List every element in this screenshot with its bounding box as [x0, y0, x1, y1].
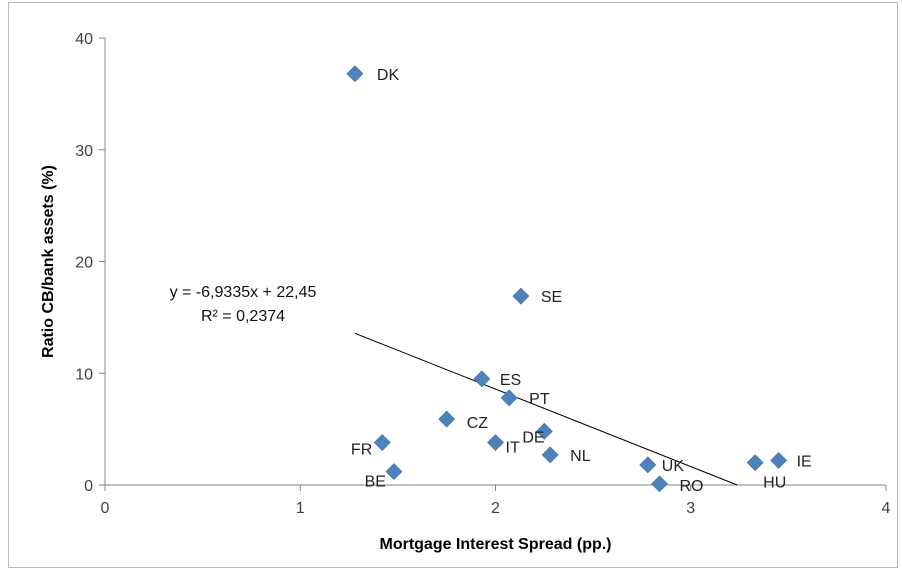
point-label-uk: UK: [662, 458, 685, 475]
data-point-cz: [438, 410, 456, 428]
y-axis-title: Ratio CB/bank assets (%): [40, 165, 57, 358]
point-label-be: BE: [365, 474, 386, 491]
x-tick-label: 3: [686, 500, 695, 517]
x-tick-label: 2: [491, 500, 500, 517]
point-label-de: DE: [522, 429, 544, 446]
point-label-hu: HU: [763, 475, 786, 492]
data-points: [346, 65, 788, 493]
point-label-es: ES: [500, 372, 521, 389]
y-tick-label: 30: [75, 143, 93, 160]
point-label-dk: DK: [377, 67, 400, 84]
point-label-fr: FR: [351, 442, 372, 459]
point-label-pt: PT: [529, 391, 550, 408]
x-tick-label: 0: [101, 500, 110, 517]
x-tick-label: 4: [882, 500, 891, 517]
x-axis-title: Mortgage Interest Spread (pp.): [379, 536, 611, 553]
data-point-fr: [373, 434, 391, 451]
data-point-uk: [639, 456, 657, 474]
point-label-se: SE: [541, 289, 562, 306]
y-tick-label: 10: [75, 366, 93, 383]
point-label-cz: CZ: [467, 415, 489, 432]
trendline-r-squared: R² = 0,2374: [201, 308, 285, 325]
data-point-hu: [746, 454, 764, 472]
data-point-nl: [541, 446, 559, 464]
trendline: [354, 332, 738, 486]
data-point-pt: [500, 389, 518, 407]
point-label-ie: IE: [797, 453, 812, 470]
y-tick-label: 20: [75, 255, 93, 272]
y-tick-label: 0: [84, 478, 93, 495]
point-label-ro: RO: [680, 478, 704, 495]
point-label-it: IT: [506, 440, 520, 457]
data-point-ro: [651, 475, 668, 493]
data-point-de: [535, 422, 553, 440]
point-label-nl: NL: [570, 448, 591, 465]
data-point-es: [473, 370, 491, 388]
chart-frame: 0 1 2 3 4 0 10 20 30 40 DK SE ES PT CZ DE IT FR NL BE UK RO H…: [8, 2, 898, 568]
trendline-equation: y = -6,9335x + 22,45: [170, 284, 317, 301]
data-point-dk: [346, 65, 364, 83]
data-point-be: [385, 463, 403, 481]
x-tick-label: 1: [296, 500, 305, 517]
data-point-ie: [770, 451, 788, 469]
y-tick-label: 40: [75, 31, 93, 48]
data-point-it: [487, 434, 504, 451]
trendline-group: [354, 332, 738, 486]
data-point-se: [512, 287, 530, 305]
